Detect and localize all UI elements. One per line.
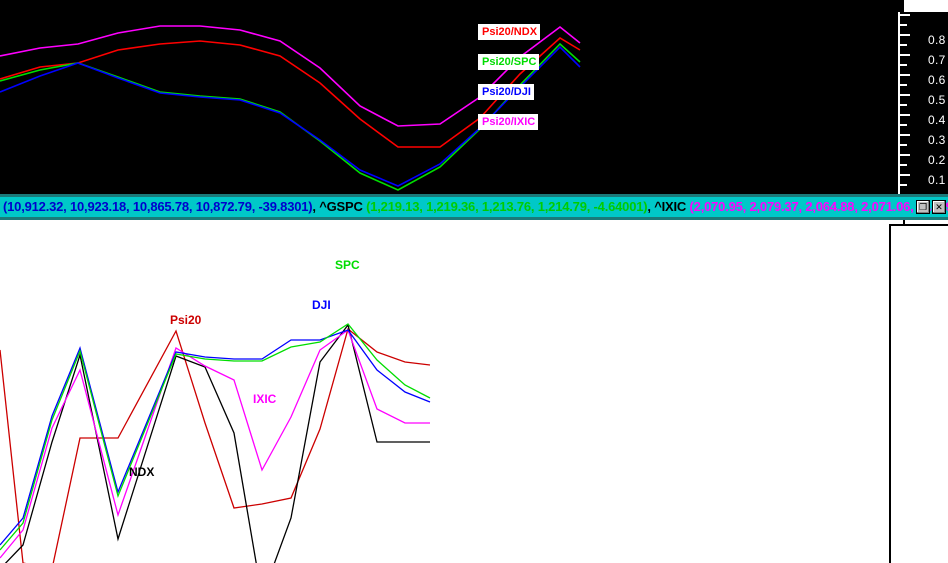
quote-values-ixic: (2,070.95, 2,079.37, 2,064.88, 2,071.06,…: [689, 199, 948, 214]
series-label-ndx: NDX: [129, 465, 155, 479]
axis-tick: [900, 54, 910, 56]
legend-item-psi20-dji[interactable]: Psi20/DJI: [478, 84, 534, 100]
axis-tick: [900, 64, 907, 66]
axis-tick: [900, 174, 910, 176]
upper-chart-value-axis: 0.8 0.7 0.6 0.5 0.4 0.3 0.2 0.1: [898, 0, 948, 194]
window-corner-notch: [904, 0, 948, 12]
lower-chart-axis-notch: [903, 220, 905, 225]
axis-tick: [900, 44, 907, 46]
axis-tick: [900, 34, 910, 36]
series-label-ixic: IXIC: [253, 392, 277, 406]
restore-button[interactable]: ❐: [916, 200, 930, 214]
close-button[interactable]: ✕: [932, 200, 946, 214]
axis-tick: [900, 144, 907, 146]
series-line-ixic: [0, 328, 430, 559]
upper-ratio-chart-panel[interactable]: Psi20/NDX Psi20/SPC Psi20/DJI Psi20/IXIC…: [0, 0, 948, 194]
statusbar-window-buttons: ❐ ✕: [914, 200, 946, 216]
axis-tick: [900, 134, 910, 136]
series-line-psi20-dji: [0, 45, 581, 187]
axis-tick: [900, 24, 907, 26]
axis-tick: [900, 94, 910, 96]
axis-ticklabel: 0.2: [928, 153, 946, 167]
axis-ticklabel: 0.3: [928, 133, 946, 147]
axis-tick: [900, 124, 907, 126]
series-line-dji: [0, 329, 431, 546]
series-label-spc: SPC: [335, 258, 360, 272]
axis-ticklabel: 0.4: [928, 113, 946, 127]
upper-chart-plot: [0, 25, 581, 191]
axis-tick: [900, 14, 910, 16]
quote-values-gspc: (1,219.13, 1,219.36, 1,213.76, 1,214.79,…: [366, 199, 648, 214]
quote-status-text: (10,912.32, 10,923.18, 10,865.78, 10,872…: [3, 200, 948, 214]
axis-tick: [900, 84, 907, 86]
series-line-psi20: [0, 327, 431, 563]
lower-chart-axis-top-rule: [889, 224, 948, 226]
axis-tick: [900, 154, 910, 156]
axis-ticklabel: 0.6: [928, 73, 946, 87]
legend-item-psi20-ndx[interactable]: Psi20/NDX: [478, 24, 541, 40]
quote-symbol-gspc: ^GSPC: [319, 199, 363, 214]
series-label-dji: DJI: [312, 298, 331, 312]
axis-line: [898, 12, 900, 194]
axis-tick: [900, 184, 907, 186]
axis-ticklabel: 0.7: [928, 53, 946, 67]
quote-symbol-ixic: ^IXIC: [654, 199, 687, 214]
series-line-spc: [0, 323, 431, 551]
quote-values-dji: (10,912.32, 10,923.18, 10,865.78, 10,872…: [3, 199, 313, 214]
quote-status-bar[interactable]: (10,912.32, 10,923.18, 10,865.78, 10,872…: [0, 194, 948, 220]
axis-tick: [900, 74, 910, 76]
chart-legend: Psi20/NDX Psi20/SPC Psi20/DJI Psi20/IXIC: [478, 22, 548, 142]
axis-tick: [900, 164, 907, 166]
axis-tick: [900, 104, 907, 106]
axis-ticklabel: 0.1: [928, 173, 946, 187]
series-line-psi20-ixic: [0, 25, 581, 127]
lower-price-chart-panel[interactable]: Psi20 NDX IXIC DJI SPC: [0, 220, 948, 563]
lower-chart-plot: [0, 323, 431, 563]
axis-tick: [900, 114, 910, 116]
axis-ticklabel: 0.8: [928, 33, 946, 47]
legend-item-psi20-ixic[interactable]: Psi20/IXIC: [478, 114, 539, 130]
lower-chart-value-axis: [889, 224, 891, 563]
series-label-psi20: Psi20: [170, 313, 202, 327]
axis-ticklabel: 0.5: [928, 93, 946, 107]
legend-item-psi20-spc[interactable]: Psi20/SPC: [478, 54, 540, 70]
series-line-ndx: [4, 323, 430, 563]
